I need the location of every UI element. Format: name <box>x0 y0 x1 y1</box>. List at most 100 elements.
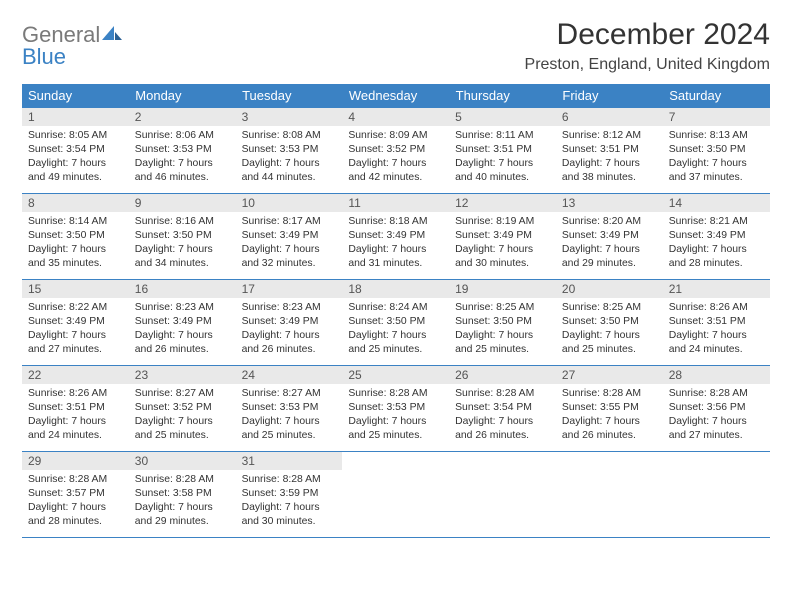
sunset-line: Sunset: 3:57 PM <box>28 487 123 501</box>
sunset-line: Sunset: 3:51 PM <box>562 143 657 157</box>
sunrise-line: Sunrise: 8:11 AM <box>455 129 550 143</box>
day-number: 19 <box>449 280 556 298</box>
day-number: 7 <box>663 108 770 126</box>
sunrise-line: Sunrise: 8:27 AM <box>135 387 230 401</box>
calendar-day-cell: 17Sunrise: 8:23 AMSunset: 3:49 PMDayligh… <box>236 280 343 366</box>
daylight-line: Daylight: 7 hours and 27 minutes. <box>28 329 123 357</box>
sunset-line: Sunset: 3:56 PM <box>669 401 764 415</box>
weekday-header: Sunday <box>22 84 129 108</box>
sunrise-line: Sunrise: 8:06 AM <box>135 129 230 143</box>
day-number: 28 <box>663 366 770 384</box>
day-details: Sunrise: 8:26 AMSunset: 3:51 PMDaylight:… <box>663 298 770 361</box>
daylight-line: Daylight: 7 hours and 35 minutes. <box>28 243 123 271</box>
day-number: 21 <box>663 280 770 298</box>
calendar-day-cell: 7Sunrise: 8:13 AMSunset: 3:50 PMDaylight… <box>663 108 770 194</box>
sunset-line: Sunset: 3:50 PM <box>562 315 657 329</box>
calendar-day-cell: 25Sunrise: 8:28 AMSunset: 3:53 PMDayligh… <box>342 366 449 452</box>
sunset-line: Sunset: 3:49 PM <box>669 229 764 243</box>
calendar-day-cell: 9Sunrise: 8:16 AMSunset: 3:50 PMDaylight… <box>129 194 236 280</box>
logo-text: General Blue <box>22 24 122 68</box>
day-details: Sunrise: 8:16 AMSunset: 3:50 PMDaylight:… <box>129 212 236 275</box>
day-number: 27 <box>556 366 663 384</box>
weekday-header: Thursday <box>449 84 556 108</box>
day-number: 26 <box>449 366 556 384</box>
daylight-line: Daylight: 7 hours and 25 minutes. <box>562 329 657 357</box>
sunrise-line: Sunrise: 8:22 AM <box>28 301 123 315</box>
day-details: Sunrise: 8:19 AMSunset: 3:49 PMDaylight:… <box>449 212 556 275</box>
sunrise-line: Sunrise: 8:18 AM <box>348 215 443 229</box>
day-details: Sunrise: 8:18 AMSunset: 3:49 PMDaylight:… <box>342 212 449 275</box>
sunrise-line: Sunrise: 8:08 AM <box>242 129 337 143</box>
calendar-empty-cell <box>342 452 449 538</box>
logo-sail-icon <box>102 24 122 46</box>
day-details: Sunrise: 8:24 AMSunset: 3:50 PMDaylight:… <box>342 298 449 361</box>
location-subtitle: Preston, England, United Kingdom <box>525 56 770 74</box>
sunset-line: Sunset: 3:53 PM <box>348 401 443 415</box>
daylight-line: Daylight: 7 hours and 25 minutes. <box>348 329 443 357</box>
sunset-line: Sunset: 3:49 PM <box>242 315 337 329</box>
day-number: 8 <box>22 194 129 212</box>
calendar-week-row: 15Sunrise: 8:22 AMSunset: 3:49 PMDayligh… <box>22 280 770 366</box>
sunset-line: Sunset: 3:50 PM <box>455 315 550 329</box>
daylight-line: Daylight: 7 hours and 26 minutes. <box>242 329 337 357</box>
day-number: 13 <box>556 194 663 212</box>
calendar-empty-cell <box>449 452 556 538</box>
calendar-day-cell: 28Sunrise: 8:28 AMSunset: 3:56 PMDayligh… <box>663 366 770 452</box>
calendar-day-cell: 19 Sunrise: 8:25 AMSunset: 3:50 PMDayligh… <box>449 280 556 366</box>
daylight-line: Daylight: 7 hours and 25 minutes. <box>455 329 550 357</box>
day-number: 3 <box>236 108 343 126</box>
day-details: Sunrise: 8:28 AMSunset: 3:59 PMDaylight:… <box>236 470 343 533</box>
sunrise-line: Sunrise: 8:14 AM <box>28 215 123 229</box>
sunset-line: Sunset: 3:49 PM <box>135 315 230 329</box>
day-details: Sunrise: 8:27 AMSunset: 3:53 PMDaylight:… <box>236 384 343 447</box>
day-number: 16 <box>129 280 236 298</box>
day-details: Sunrise: 8:13 AMSunset: 3:50 PMDaylight:… <box>663 126 770 189</box>
day-details: Sunrise: 8:20 AMSunset: 3:49 PMDaylight:… <box>556 212 663 275</box>
weekday-header: Tuesday <box>236 84 343 108</box>
sunrise-line: Sunrise: 8:05 AM <box>28 129 123 143</box>
daylight-line: Daylight: 7 hours and 24 minutes. <box>28 415 123 443</box>
sunrise-line: Sunrise: 8:12 AM <box>562 129 657 143</box>
day-details: Sunrise: 8:25 AMSunset: 3:50 PMDaylight:… <box>556 298 663 361</box>
sunset-line: Sunset: 3:49 PM <box>562 229 657 243</box>
sunrise-line: Sunrise: 8:28 AM <box>28 473 123 487</box>
day-number: 25 <box>342 366 449 384</box>
weekday-header: Wednesday <box>342 84 449 108</box>
sunrise-line: Sunrise: 8:28 AM <box>455 387 550 401</box>
calendar-empty-cell <box>663 452 770 538</box>
daylight-line: Daylight: 7 hours and 25 minutes. <box>348 415 443 443</box>
sunrise-line: Sunrise: 8:19 AM <box>455 215 550 229</box>
daylight-line: Daylight: 7 hours and 26 minutes. <box>562 415 657 443</box>
day-number: 9 <box>129 194 236 212</box>
sunrise-line: Sunrise: 8:25 AM <box>455 301 550 315</box>
month-title: December 2024 <box>525 18 770 52</box>
sunrise-line: Sunrise: 8:26 AM <box>28 387 123 401</box>
calendar-day-cell: 21Sunrise: 8:26 AMSunset: 3:51 PMDayligh… <box>663 280 770 366</box>
day-number: 18 <box>342 280 449 298</box>
calendar-day-cell: 22Sunrise: 8:26 AMSunset: 3:51 PMDayligh… <box>22 366 129 452</box>
sunset-line: Sunset: 3:53 PM <box>242 143 337 157</box>
sunrise-line: Sunrise: 8:23 AM <box>135 301 230 315</box>
day-details: Sunrise: 8:28 AMSunset: 3:53 PMDaylight:… <box>342 384 449 447</box>
sunrise-line: Sunrise: 8:27 AM <box>242 387 337 401</box>
sunrise-line: Sunrise: 8:26 AM <box>669 301 764 315</box>
logo: General Blue <box>22 18 122 68</box>
calendar-day-cell: 27Sunrise: 8:28 AMSunset: 3:55 PMDayligh… <box>556 366 663 452</box>
day-details: Sunrise: 8:21 AMSunset: 3:49 PMDaylight:… <box>663 212 770 275</box>
calendar-day-cell: 18Sunrise: 8:24 AMSunset: 3:50 PMDayligh… <box>342 280 449 366</box>
day-details: Sunrise: 8:26 AMSunset: 3:51 PMDaylight:… <box>22 384 129 447</box>
calendar-week-row: 8Sunrise: 8:14 AMSunset: 3:50 PMDaylight… <box>22 194 770 280</box>
calendar-day-cell: 11Sunrise: 8:18 AMSunset: 3:49 PMDayligh… <box>342 194 449 280</box>
day-number: 29 <box>22 452 129 470</box>
daylight-line: Daylight: 7 hours and 25 minutes. <box>135 415 230 443</box>
sunrise-line: Sunrise: 8:25 AM <box>562 301 657 315</box>
sunset-line: Sunset: 3:49 PM <box>455 229 550 243</box>
daylight-line: Daylight: 7 hours and 32 minutes. <box>242 243 337 271</box>
day-number: 23 <box>129 366 236 384</box>
sunset-line: Sunset: 3:51 PM <box>669 315 764 329</box>
weekday-header: Friday <box>556 84 663 108</box>
day-details: Sunrise: 8:17 AMSunset: 3:49 PMDaylight:… <box>236 212 343 275</box>
day-number: 6 <box>556 108 663 126</box>
calendar-day-cell: 26Sunrise: 8:28 AMSunset: 3:54 PMDayligh… <box>449 366 556 452</box>
sunset-line: Sunset: 3:53 PM <box>135 143 230 157</box>
